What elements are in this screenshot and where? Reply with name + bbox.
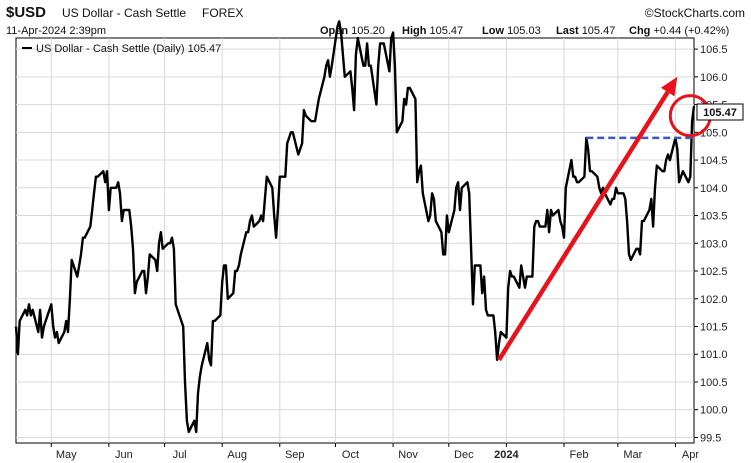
market-label: FOREX bbox=[202, 6, 243, 20]
y-tick-label: 102.5 bbox=[700, 266, 728, 278]
x-tick-label: May bbox=[56, 449, 77, 461]
x-tick-label: 2024 bbox=[494, 449, 519, 461]
y-tick-label: 103.5 bbox=[700, 211, 728, 223]
quote-summary: Open 105.20 High 105.47 Low 105.03 Last 105… bbox=[320, 25, 729, 37]
y-tick-label: 104.0 bbox=[700, 183, 728, 195]
x-tick-label: Feb bbox=[569, 449, 588, 461]
y-tick-label: 103.0 bbox=[700, 238, 728, 250]
x-tick-label: Sep bbox=[285, 449, 305, 461]
quote-item-high: High 105.47 bbox=[402, 25, 463, 37]
last-price-tag: 105.47 bbox=[703, 107, 737, 119]
y-tick-label: 101.0 bbox=[700, 349, 728, 361]
quote-item-low: Low 105.03 bbox=[482, 25, 541, 37]
y-tick-label: 101.5 bbox=[700, 321, 728, 333]
quote-item-last: Last 105.47 bbox=[556, 25, 615, 37]
timestamp: 11-Apr-2024 2:39pm bbox=[6, 25, 106, 37]
instrument-name: US Dollar - Cash Settle bbox=[62, 6, 186, 20]
x-tick-label: Nov bbox=[398, 449, 418, 461]
trend-arrow-head bbox=[660, 76, 678, 97]
y-tick-label: 100.0 bbox=[700, 405, 728, 417]
y-tick-label: 106.5 bbox=[700, 44, 728, 56]
last-price-tag-box bbox=[696, 103, 744, 121]
price-series bbox=[14, 20, 696, 434]
y-tick-label: 106.0 bbox=[700, 72, 728, 84]
quote-item-open: Open 105.20 bbox=[320, 25, 385, 37]
price-line bbox=[14, 20, 696, 434]
plot-frame bbox=[15, 37, 695, 444]
x-tick-label: Apr bbox=[682, 449, 699, 461]
y-tick-label: 99.5 bbox=[700, 432, 721, 444]
y-axis: 99.5 100.0 100.5 101.0 101.5 102.0 102.5 103.0 1… bbox=[694, 44, 728, 444]
x-tick-label: Aug bbox=[227, 449, 247, 461]
y-tick-label: 102.0 bbox=[700, 294, 728, 306]
x-tick-label: Jul bbox=[173, 449, 187, 461]
y-tick-label: 105.0 bbox=[700, 127, 728, 139]
quote-item-chg: Chg +0.44 (+0.42%) bbox=[629, 25, 729, 37]
y-tick-label: 104.5 bbox=[700, 155, 728, 167]
y-tick-label: 100.5 bbox=[700, 377, 728, 389]
annotations bbox=[497, 76, 712, 361]
x-tick-label: Mar bbox=[623, 449, 642, 461]
legend-text: US Dollar - Cash Settle (Daily) 105.47 bbox=[36, 43, 221, 55]
x-axis: May Jun Jul Aug Sep Oct Nov Dec 2024 Feb Mar Apr bbox=[50, 443, 699, 461]
trend-arrow-shaft bbox=[497, 90, 670, 361]
x-tick-label: Jun bbox=[115, 449, 133, 461]
x-tick-label: Dec bbox=[454, 449, 474, 461]
symbol-label: $USD bbox=[6, 4, 46, 21]
watermark: ©StockCharts.com bbox=[645, 6, 745, 20]
x-tick-label: Oct bbox=[342, 449, 359, 461]
